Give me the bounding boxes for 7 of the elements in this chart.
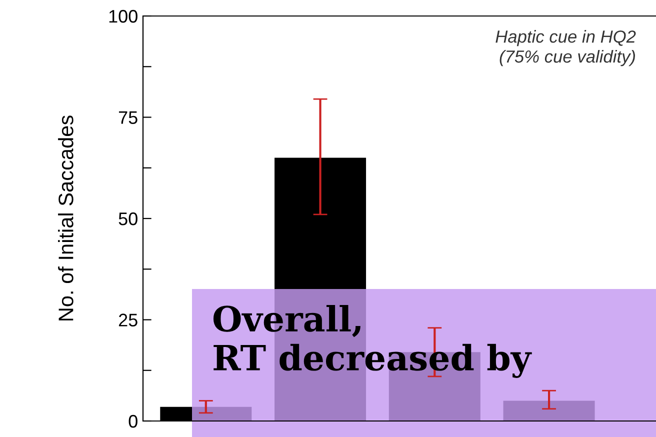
- y-tick-label: 75: [118, 111, 138, 124]
- y-tick-label: 25: [118, 314, 138, 326]
- y-tick-label: 100: [109, 10, 138, 23]
- y-tick-label: 50: [118, 212, 138, 226]
- annotation: Haptic cue in HQ2 (75% cue validity): [496, 30, 636, 66]
- y-axis-title: No. of Initial Saccades: [58, 116, 74, 320]
- y-tick-label: 0: [128, 414, 138, 428]
